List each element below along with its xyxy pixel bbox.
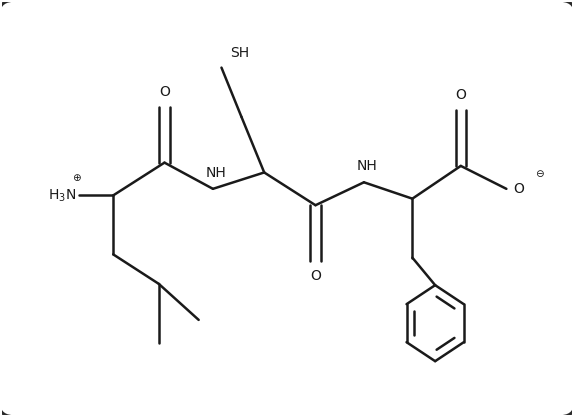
Text: $\ominus$: $\ominus$ [534, 168, 544, 178]
Text: O: O [455, 88, 466, 102]
Text: NH: NH [205, 166, 226, 180]
Text: SH: SH [230, 46, 249, 60]
Text: $\oplus$: $\oplus$ [72, 171, 82, 183]
Text: O: O [310, 269, 321, 283]
Text: O: O [159, 85, 170, 99]
Text: NH: NH [356, 159, 377, 173]
Text: H$_3$N: H$_3$N [48, 187, 76, 203]
Text: O: O [513, 182, 524, 196]
